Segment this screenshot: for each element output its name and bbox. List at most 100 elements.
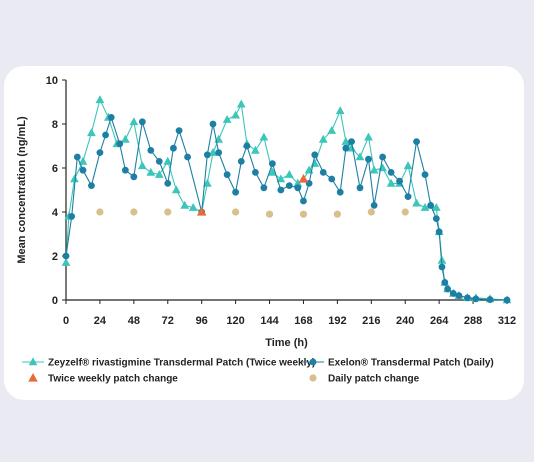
x-tick-label: 264 (430, 315, 449, 327)
exelon-data-point (396, 177, 403, 185)
zeyzelf-data-point (378, 163, 387, 172)
daily-patch-change-marker (265, 210, 274, 218)
x-tick-label: 120 (226, 315, 244, 327)
exelon-data-point (387, 169, 395, 176)
y-tick-label: 4 (52, 207, 59, 219)
x-tick-label: 24 (94, 315, 107, 327)
daily-patch-change-marker (333, 210, 341, 218)
exelon-data-point (223, 171, 231, 179)
exelon-data-point (203, 151, 211, 159)
twice-weekly-patch-change-marker (298, 174, 309, 183)
zeyzelf-data-point (146, 167, 156, 176)
zeyzelf-data-point (364, 132, 373, 141)
exelon-data-point (336, 188, 344, 196)
daily-patch-change-marker (130, 208, 138, 216)
legend-label-daily-change: Daily patch change (328, 374, 420, 385)
x-tick-label: 288 (464, 315, 482, 327)
exelon-data-point (184, 153, 191, 161)
series-line-exelon (65, 115, 508, 301)
exelon-data-point (130, 173, 138, 181)
x-tick-label: 48 (128, 315, 140, 327)
exelon-data-point (121, 166, 129, 174)
zeyzelf-data-point (137, 161, 147, 170)
exelon-data-point (365, 155, 372, 163)
exelon-data-point (294, 184, 302, 192)
exelon-data-point (62, 252, 70, 260)
exelon-data-point (472, 295, 480, 303)
zeyzelf-data-point (251, 145, 260, 154)
exelon-data-point (449, 290, 457, 297)
y-tick-label: 2 (52, 251, 58, 263)
zeyzelf-data-point (327, 126, 337, 134)
legend-label-twice-weekly-change: Twice weekly patch change (48, 374, 178, 385)
exelon-data-point (421, 171, 429, 179)
x-tick-label: 72 (162, 315, 174, 327)
zeyzelf-data-point (120, 134, 130, 143)
exelon-data-point (348, 138, 355, 146)
daily-patch-change-marker (232, 208, 240, 216)
zeyzelf-data-point (222, 115, 232, 123)
x-tick-label: 168 (294, 315, 312, 327)
exelon-data-point (370, 202, 378, 209)
zeyzelf-data-point (386, 178, 396, 187)
exelon-data-point (155, 158, 163, 165)
exelon-data-point (268, 160, 276, 168)
exelon-data-point (107, 114, 115, 121)
exelon-data-point (432, 215, 440, 223)
x-tick-label: 0 (63, 315, 69, 327)
zeyzelf-data-point (437, 255, 447, 264)
zeyzelf-data-point (335, 106, 345, 115)
exelon-data-point (441, 279, 449, 286)
daily-patch-change-marker (367, 208, 375, 216)
exelon-data-point (88, 182, 95, 190)
daily-patch-change-marker (401, 208, 409, 216)
x-tick-label: 144 (260, 315, 279, 327)
zeyzelf-data-point (293, 178, 303, 187)
exelon-data-point (356, 184, 364, 192)
zeyzelf-data-point (412, 198, 421, 207)
twice-weekly-patch-change-marker (196, 207, 207, 216)
exelon-data-point (170, 144, 177, 152)
exelon-data-point (427, 202, 435, 209)
exelon-data-point (464, 294, 471, 302)
exelon-data-point (285, 182, 293, 190)
exelon-data-point (96, 149, 104, 157)
zeyzelf-data-point (202, 178, 212, 187)
exelon-data-point (237, 158, 245, 165)
zeyzelf-data-point (171, 185, 181, 194)
exelon-data-point (232, 188, 240, 196)
daily-patch-change-marker (164, 208, 172, 216)
legend-marker-zeyzelf (28, 357, 38, 366)
zeyzelf-data-point (431, 203, 441, 211)
exelon-data-point (319, 169, 327, 176)
zeyzelf-data-point (70, 174, 79, 183)
exelon-data-point (342, 144, 350, 152)
exelon-data-point (252, 169, 259, 176)
exelon-data-point (300, 197, 307, 205)
zeyzelf-data-point (61, 258, 71, 266)
zeyzelf-data-point (403, 161, 413, 170)
exelon-data-point (260, 184, 268, 192)
series-layer (61, 95, 512, 304)
exelon-data-point (438, 263, 446, 271)
legend: Zeyzelf® rivastigmine Transdermal Patch … (22, 357, 494, 385)
x-tick-label: 312 (498, 315, 516, 327)
zeyzelf-data-point (355, 152, 365, 161)
y-tick-label: 0 (52, 295, 58, 307)
y-tick-label: 6 (52, 163, 58, 175)
legend-label-exelon: Exelon® Transdermal Patch (Daily) (328, 358, 494, 369)
y-tick-label: 8 (52, 119, 58, 131)
y-axis-title: Mean concentration (ng/mL) (16, 116, 28, 264)
exelon-data-point (147, 147, 155, 154)
x-tick-label: 192 (328, 315, 346, 327)
exelon-data-point (164, 180, 172, 187)
zeyzelf-data-point (420, 203, 430, 211)
exelon-data-point (138, 118, 146, 126)
exelon-data-point (175, 127, 183, 134)
zeyzelf-data-point (208, 148, 218, 156)
exelon-data-point (79, 166, 87, 174)
exelon-data-point (404, 193, 412, 201)
exelon-data-point (435, 228, 443, 236)
series-line-zeyzelf (65, 98, 508, 301)
